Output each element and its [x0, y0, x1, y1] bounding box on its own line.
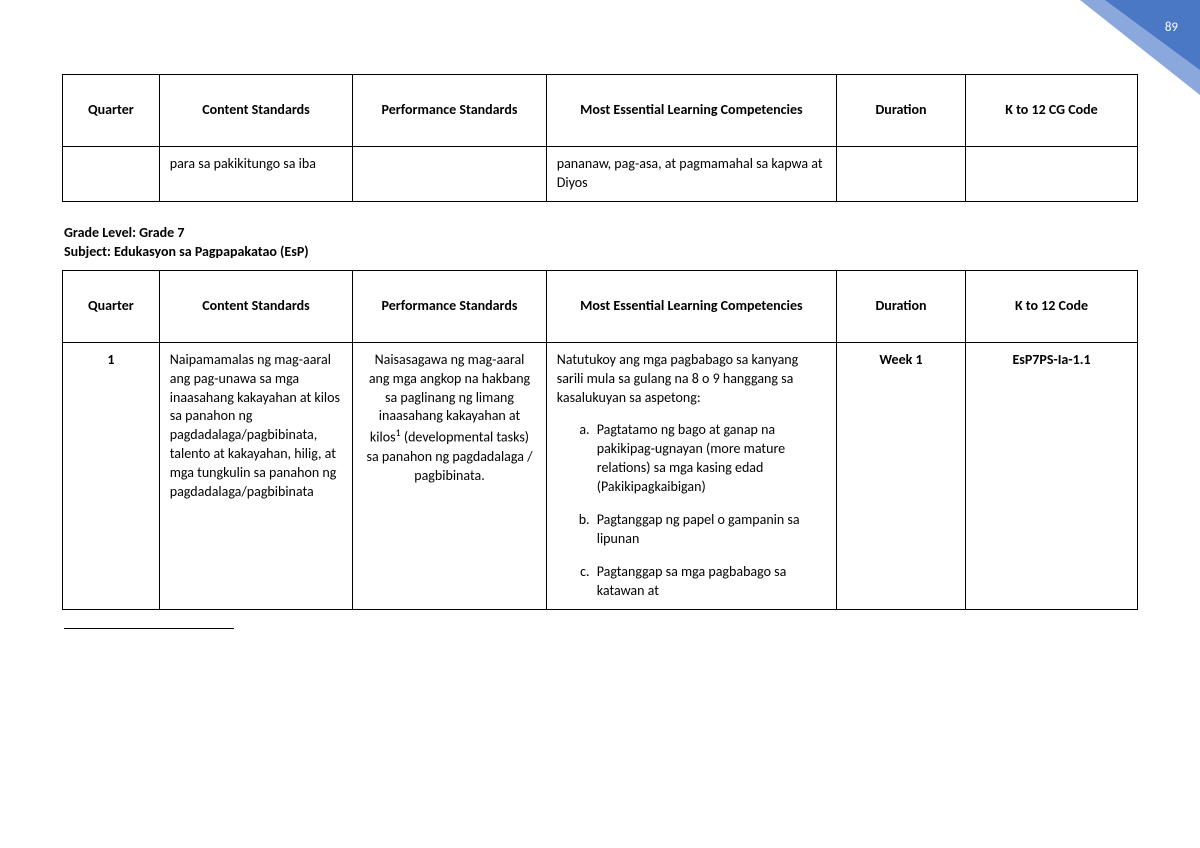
col-duration: Duration [837, 75, 966, 147]
cell-content: para sa pakikitungo sa iba [159, 147, 353, 202]
col-performance: Performance Standards [353, 75, 547, 147]
col-quarter: Quarter [63, 75, 160, 147]
subject-label: Subject: Edukasyon sa Pagpapakatao (EsP) [64, 243, 1138, 260]
list-item: Pagtanggap ng papel o gampanin sa lipuna… [593, 511, 826, 549]
cell-code: EsP7PS-Ia-1.1 [966, 342, 1138, 609]
col-performance: Performance Standards [353, 270, 547, 342]
col-content: Content Standards [159, 270, 353, 342]
melc-intro: Natutukoy ang mga pagbabago sa kanyang s… [557, 351, 826, 408]
col-melc: Most Essential Learning Competencies [546, 270, 836, 342]
page-number: 89 [1165, 20, 1178, 35]
col-melc: Most Essential Learning Competencies [546, 75, 836, 147]
melc-list: Pagtatamo ng bago at ganap na pakikipag-… [557, 421, 826, 600]
grade-level-label: Grade Level: Grade 7 [64, 224, 1138, 241]
table-header-row: Quarter Content Standards Performance St… [63, 75, 1138, 147]
table-row: para sa pakikitungo sa iba pananaw, pag-… [63, 147, 1138, 202]
col-code: K to 12 Code [966, 270, 1138, 342]
cell-melc: pananaw, pag-asa, at pagmamahal sa kapwa… [546, 147, 836, 202]
cell-quarter: 1 [63, 342, 160, 609]
col-quarter: Quarter [63, 270, 160, 342]
cell-melc: Natutukoy ang mga pagbabago sa kanyang s… [546, 342, 836, 609]
cell-performance [353, 147, 547, 202]
footnote-separator [64, 628, 234, 629]
cell-duration: Week 1 [837, 342, 966, 609]
cell-performance: Naisasagawa ng mag-aaral ang mga angkop … [353, 342, 547, 609]
col-code: K to 12 CG Code [966, 75, 1138, 147]
cell-duration [837, 147, 966, 202]
melc-table-1: Quarter Content Standards Performance St… [62, 74, 1138, 202]
col-duration: Duration [837, 270, 966, 342]
cell-content: Naipamamalas ng mag-aaral ang pag-unawa … [159, 342, 353, 609]
melc-table-2: Quarter Content Standards Performance St… [62, 270, 1138, 610]
list-item: Pagtatamo ng bago at ganap na pakikipag-… [593, 421, 826, 497]
cell-code [966, 147, 1138, 202]
list-item: Pagtanggap sa mga pagbabago sa katawan a… [593, 563, 826, 601]
table-header-row: Quarter Content Standards Performance St… [63, 270, 1138, 342]
table-row: 1 Naipamamalas ng mag-aaral ang pag-unaw… [63, 342, 1138, 609]
section-heading: Grade Level: Grade 7 Subject: Edukasyon … [64, 224, 1138, 260]
cell-quarter [63, 147, 160, 202]
col-content: Content Standards [159, 75, 353, 147]
